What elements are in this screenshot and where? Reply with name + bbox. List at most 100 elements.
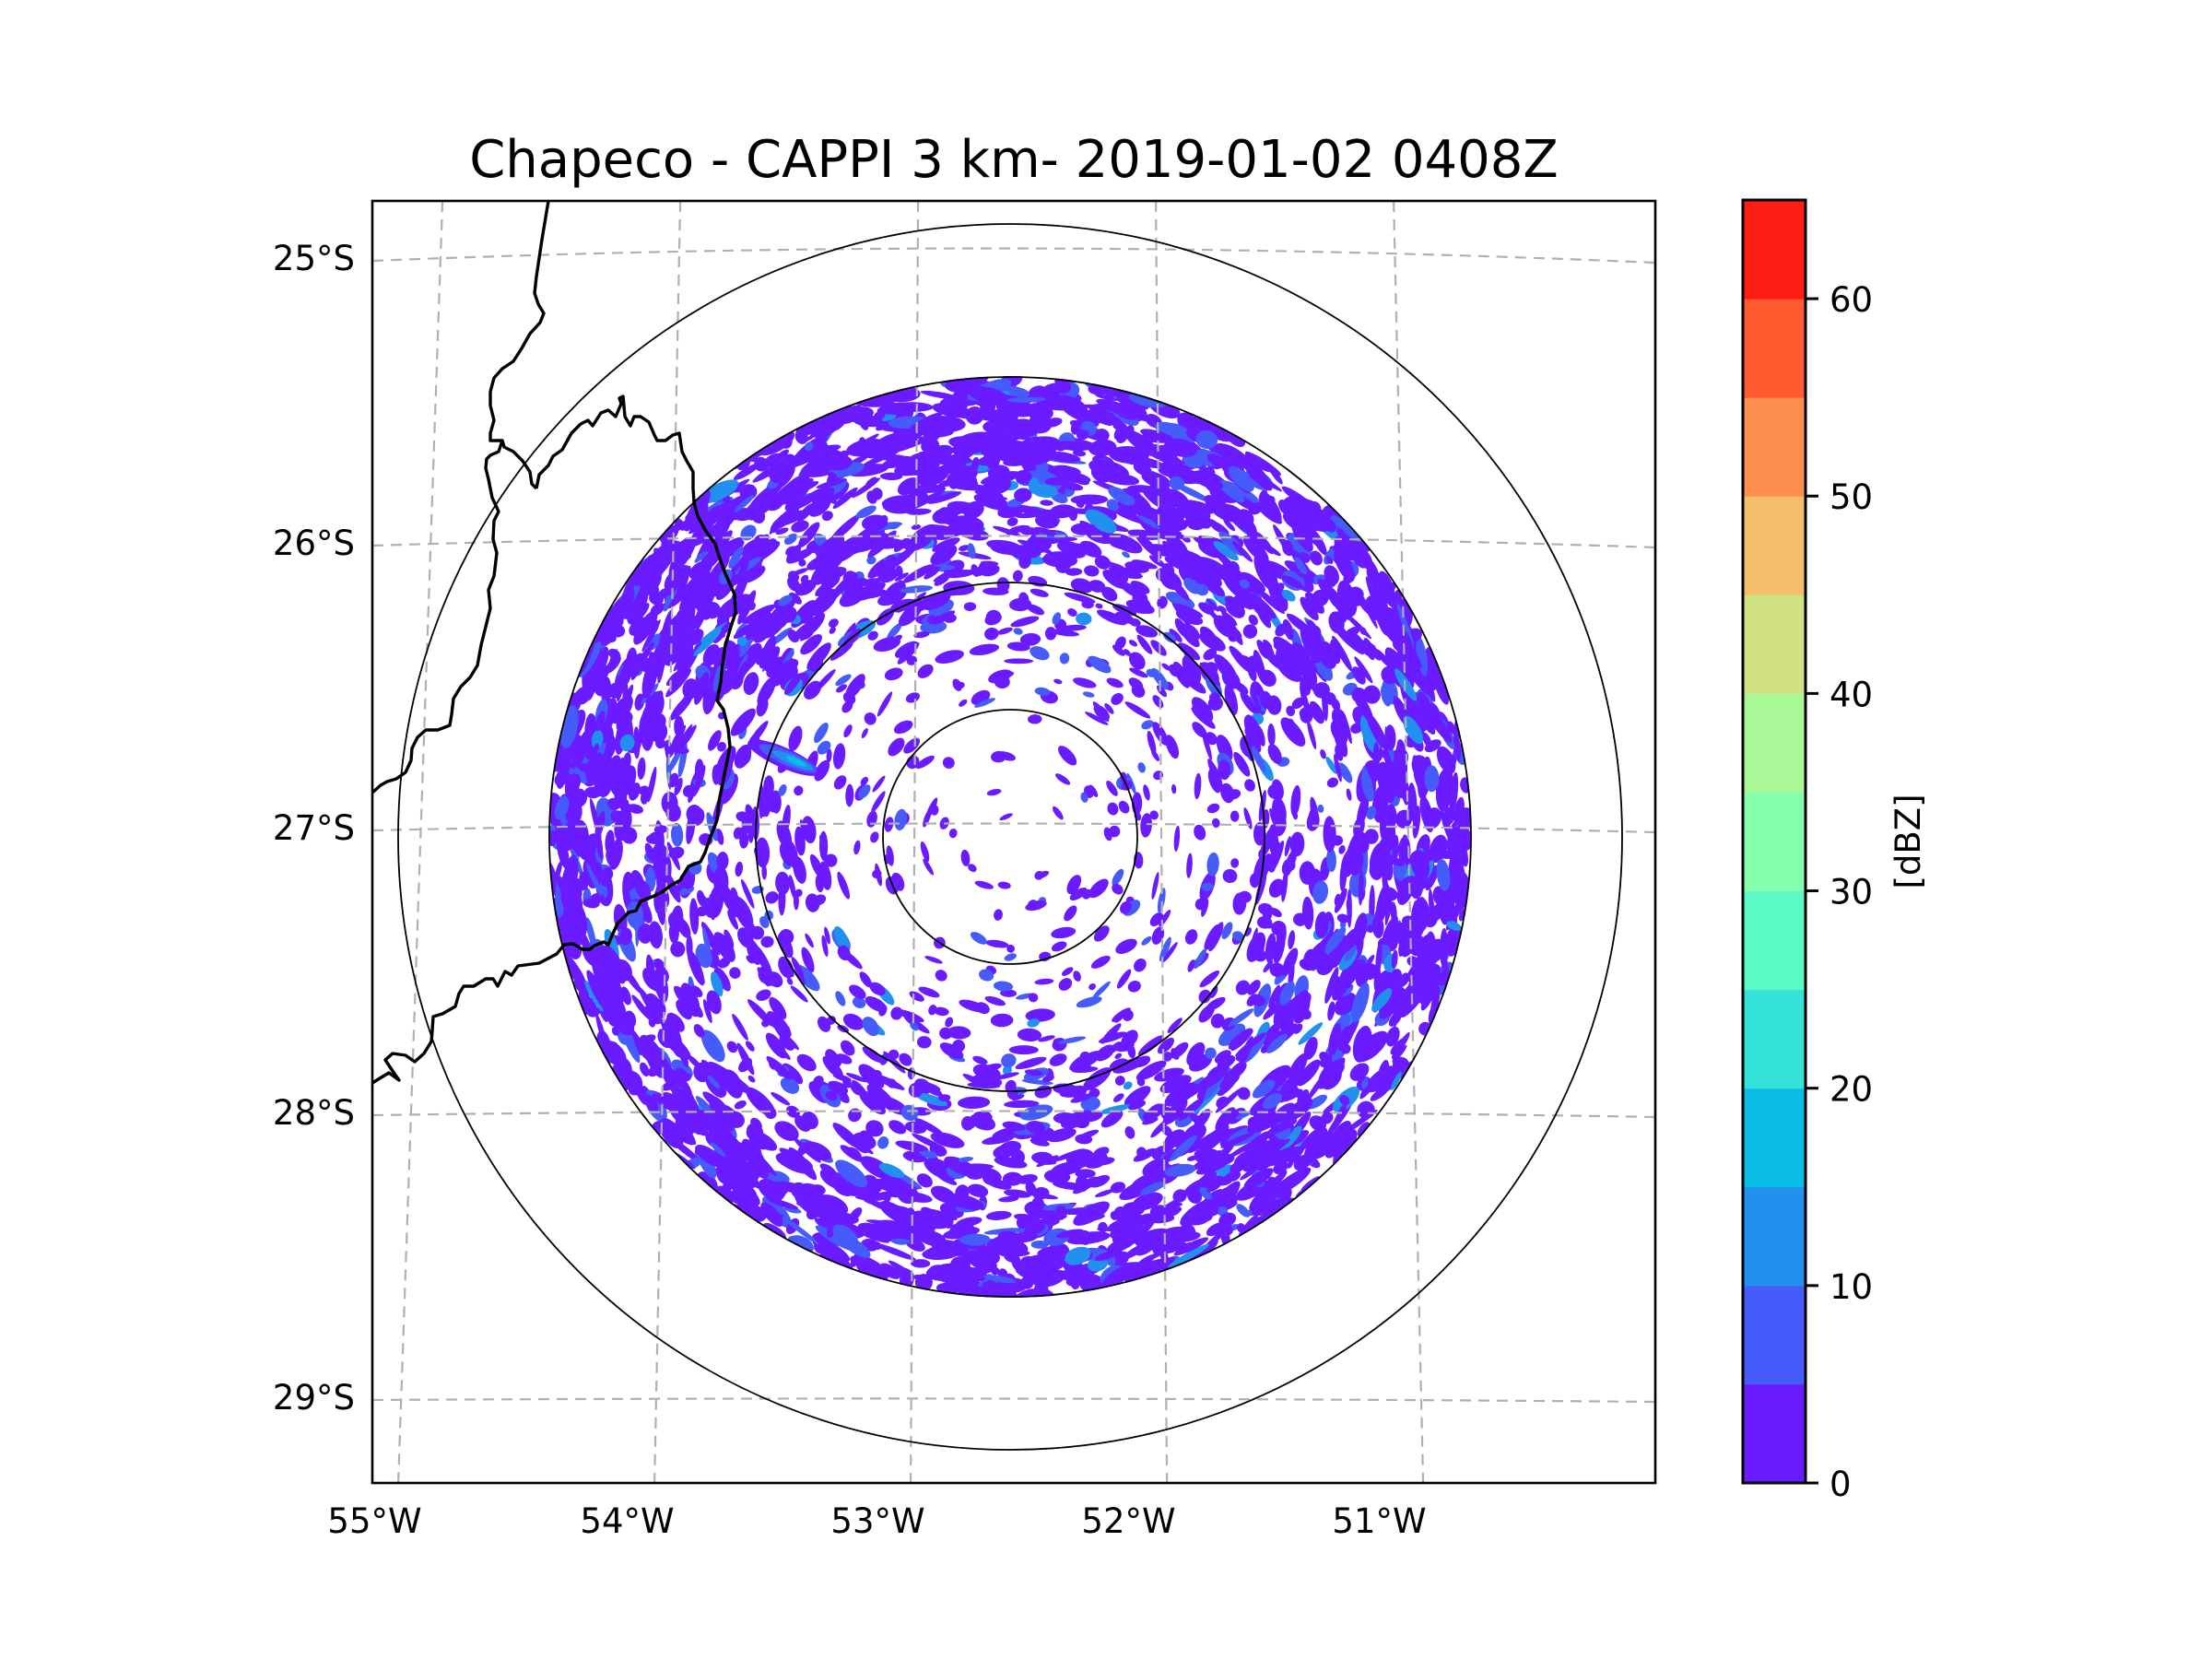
echo-cell	[1049, 1053, 1067, 1066]
echo-cell	[1107, 802, 1119, 816]
echo-cell	[1194, 772, 1202, 800]
colorbar-tick-label: 40	[1830, 675, 1873, 714]
echo-cell	[832, 743, 846, 770]
echo-cell	[733, 463, 760, 480]
echo-cell	[1115, 938, 1137, 955]
y-axis-ticks: 25°S 26°S 27°S 28°S 29°S	[273, 239, 355, 1418]
echo-cell	[1041, 1075, 1054, 1082]
echo-cell	[1325, 757, 1337, 774]
echo-cell	[1157, 595, 1168, 609]
echo-cell	[1075, 1169, 1096, 1179]
echo-cell	[915, 755, 935, 770]
echo-cell	[1025, 1008, 1055, 1022]
echo-cell	[877, 691, 893, 717]
echo-cell	[1122, 551, 1130, 559]
echo-cell	[1199, 970, 1220, 988]
echo-cell	[1350, 632, 1365, 650]
y-tick-label: 25°S	[273, 239, 355, 278]
echo-cell	[1053, 678, 1063, 685]
echo-cell	[990, 1013, 1014, 1028]
echo-cell	[1004, 658, 1034, 665]
echo-cell	[765, 891, 779, 904]
echo-cell	[1321, 1112, 1334, 1124]
echo-cell	[748, 1137, 767, 1150]
echo-cell	[920, 620, 947, 634]
x-tick-label: 55°W	[327, 1501, 421, 1541]
y-tick-label: 29°S	[273, 1378, 355, 1418]
echo-cell	[714, 539, 745, 561]
echo-cell	[1096, 609, 1127, 626]
echo-cell	[993, 525, 1021, 536]
colorbar-segment	[1743, 496, 1806, 595]
echo-cell	[1082, 691, 1095, 698]
echo-cell	[1165, 591, 1195, 609]
echo-cell	[994, 909, 1003, 921]
echo-cell	[1290, 785, 1301, 817]
echo-cell	[1221, 922, 1233, 939]
echo-cell	[688, 1054, 701, 1068]
echo-cell	[959, 545, 970, 551]
echo-cell	[637, 923, 653, 944]
echo-cell	[1058, 746, 1077, 766]
echo-cell	[1114, 1076, 1125, 1086]
echo-cell	[1034, 978, 1054, 985]
echo-cell	[1067, 608, 1077, 617]
echo-cell	[850, 1084, 862, 1096]
colorbar-label: [dBZ]	[1888, 794, 1928, 888]
echo-cell	[655, 738, 666, 749]
x-tick-label: 53°W	[830, 1501, 924, 1541]
echo-cell	[817, 740, 831, 755]
echo-cell	[1300, 596, 1319, 621]
colorbar-segment	[1743, 1285, 1806, 1385]
echo-cell	[724, 929, 735, 949]
echo-cell	[1198, 1124, 1230, 1155]
x-axis-ticks: 55°W 54°W 53°W 52°W 51°W	[327, 1501, 1426, 1541]
echo-cell	[1088, 982, 1097, 991]
echo-cell	[916, 1173, 933, 1188]
echo-cell	[1076, 996, 1102, 1008]
echo-cell	[1085, 712, 1109, 725]
echo-cell	[1151, 667, 1169, 690]
echo-cell	[1249, 873, 1260, 888]
echo-cell	[1088, 1088, 1100, 1099]
echo-cell	[1268, 878, 1285, 898]
echo-cell	[845, 783, 854, 807]
echo-cell	[1141, 487, 1171, 512]
echo-cell	[1169, 629, 1182, 642]
y-tick-label: 26°S	[273, 524, 355, 563]
echo-cell	[1326, 777, 1339, 788]
colorbar-segment	[1743, 1383, 1806, 1484]
echo-cell	[1350, 723, 1363, 734]
echo-cell	[674, 777, 683, 795]
colorbar-segment	[1743, 594, 1806, 694]
echo-cell	[1243, 807, 1253, 830]
echo-cell	[858, 1064, 885, 1089]
echo-cell	[1288, 930, 1296, 950]
chart-title: Chapeco - CAPPI 3 km- 2019-01-02 0408Z	[469, 130, 1559, 190]
echo-cell	[867, 557, 891, 579]
echo-cell	[1320, 748, 1326, 759]
echo-cell	[1010, 1149, 1026, 1165]
echo-cell	[1004, 953, 1017, 961]
colorbar-tick-label: 30	[1830, 873, 1873, 912]
echo-cell	[846, 438, 886, 457]
echo-cell	[1284, 836, 1291, 857]
echo-cell	[1159, 936, 1171, 962]
echo-cell	[887, 623, 902, 641]
echo-cell	[833, 925, 850, 953]
echo-cell	[1051, 941, 1067, 952]
echo-cell	[700, 1030, 725, 1063]
colorbar-segment	[1743, 299, 1806, 398]
echo-cell	[1215, 1107, 1236, 1132]
echo-cell	[1167, 1018, 1182, 1033]
echo-cell	[760, 935, 774, 948]
echo-cell	[999, 813, 1013, 821]
echo-cell	[1124, 701, 1151, 719]
echo-cell	[1027, 1018, 1040, 1028]
colorbar-tick-label: 60	[1830, 280, 1873, 320]
echo-cell	[896, 1008, 924, 1023]
echo-cell	[1187, 959, 1195, 972]
echo-cell	[982, 1135, 1015, 1145]
echo-cell	[740, 878, 755, 909]
